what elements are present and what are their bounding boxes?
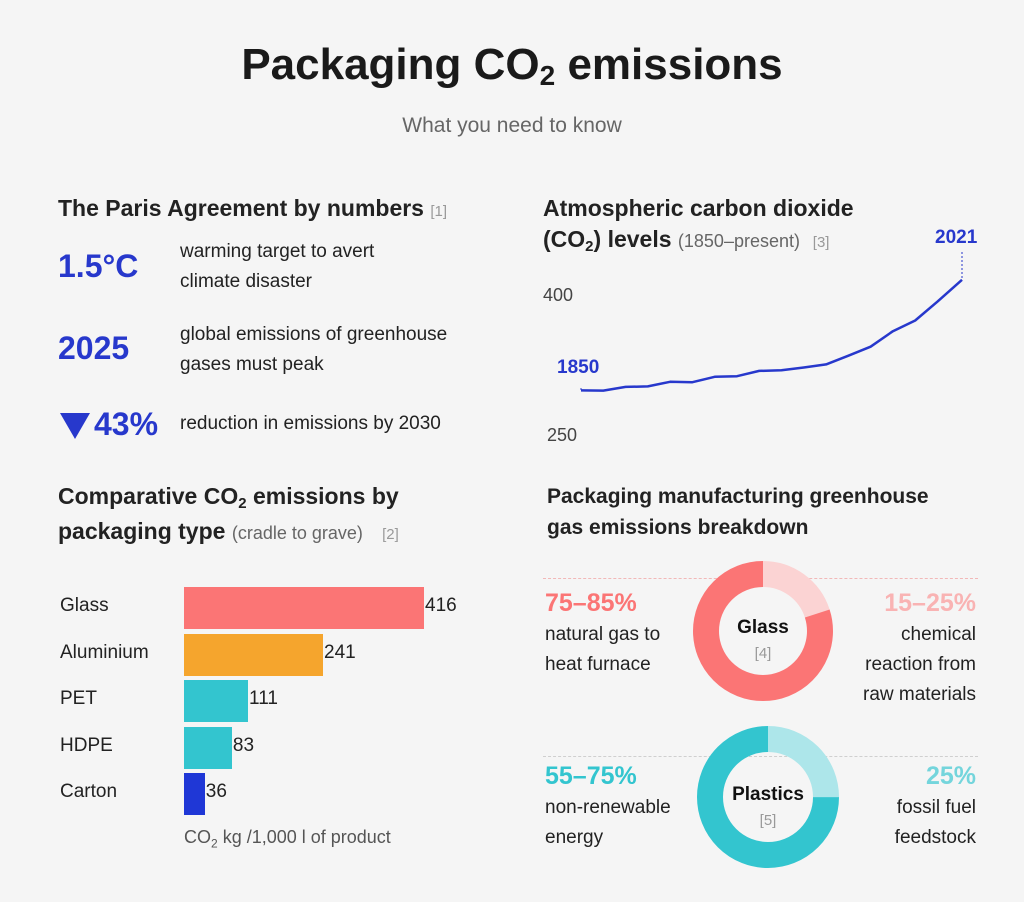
- co2-y-tick-250: 250: [547, 425, 578, 445]
- plastics-divider: [543, 756, 978, 757]
- page-title: Packaging CO2 emissions: [241, 40, 783, 91]
- co2-ref: [3]: [812, 234, 830, 251]
- glass-slice-1: [693, 561, 833, 701]
- co2-line-chart: [580, 252, 963, 392]
- glass-left-desc: natural gas to heat furnace: [545, 624, 661, 675]
- bar-label-glass: Glass: [60, 595, 109, 616]
- bar-label-aluminium: Aluminium: [60, 641, 149, 663]
- glass-center-label: Glass: [737, 617, 789, 638]
- plastics-slice-1: [697, 726, 839, 868]
- bar-value-aluminium: 241: [324, 641, 356, 663]
- paris-value-year: 2025: [58, 330, 130, 366]
- paris-desc-reduction: reduction in emissions by 2030: [180, 413, 441, 434]
- bar-hdpe: [184, 726, 232, 769]
- co2-year-start: 1850: [557, 357, 600, 378]
- paris-desc-year: global emissions of greenhouse gases must…: [180, 324, 448, 375]
- co2-year-end: 2021: [935, 227, 978, 248]
- glass-left-pct: 75–85%: [545, 589, 637, 617]
- plastics-right-desc: fossil fuel feedstock: [894, 797, 976, 848]
- bar-pet: [184, 680, 249, 722]
- plastics-right-pct: 25%: [925, 762, 976, 790]
- paris-value-temp: 1.5°C: [58, 248, 139, 284]
- glass-center-ref: [4]: [754, 645, 772, 662]
- bar-carton: [184, 773, 205, 815]
- co2-heading: Atmospheric carbon dioxide (CO2) levels …: [543, 195, 854, 255]
- bar-value-pet: 111: [249, 688, 278, 709]
- plastics-center-label: Plastics: [732, 784, 804, 805]
- paris-heading: The Paris Agreement by numbers [1]: [58, 195, 448, 221]
- paris-value-reduction: 43%: [60, 406, 158, 443]
- glass-right-pct: 15–25%: [884, 589, 976, 617]
- bar-value-carton: 36: [205, 781, 227, 802]
- bar-label-pet: PET: [60, 688, 97, 709]
- bar-aluminium: [184, 633, 324, 676]
- bar-value-glass: 416: [425, 595, 457, 616]
- down-triangle-icon: [60, 412, 90, 439]
- paris-ref: [1]: [430, 203, 448, 220]
- bar-label-carton: Carton: [60, 781, 118, 802]
- bar-glass: [184, 587, 424, 629]
- plastics-left-desc: non-renewable energy: [545, 797, 671, 848]
- glass-donut: [693, 561, 833, 701]
- page-subtitle: What you need to know: [402, 114, 622, 137]
- breakdown-heading: Packaging manufacturing greenhouse gas e…: [547, 485, 929, 539]
- glass-right-desc: chemical reaction from raw materials: [863, 624, 976, 705]
- plastics-center-ref: [5]: [759, 812, 777, 829]
- plastics-donut: [697, 726, 839, 868]
- co2-line: [580, 278, 963, 392]
- bar-value-hdpe: 83: [232, 734, 255, 756]
- comparative-ref: [2]: [382, 526, 399, 543]
- paris-desc-temp: warming target to avert climate disaster: [180, 241, 375, 292]
- co2-y-tick-400: 400: [543, 285, 574, 305]
- comparative-heading: Comparative CO2 emissions by packaging t…: [58, 483, 399, 544]
- bar-label-hdpe: HDPE: [60, 734, 113, 756]
- plastics-left-pct: 55–75%: [545, 762, 637, 790]
- bar-axis-label: CO2 kg /1,000 l of product: [184, 827, 391, 851]
